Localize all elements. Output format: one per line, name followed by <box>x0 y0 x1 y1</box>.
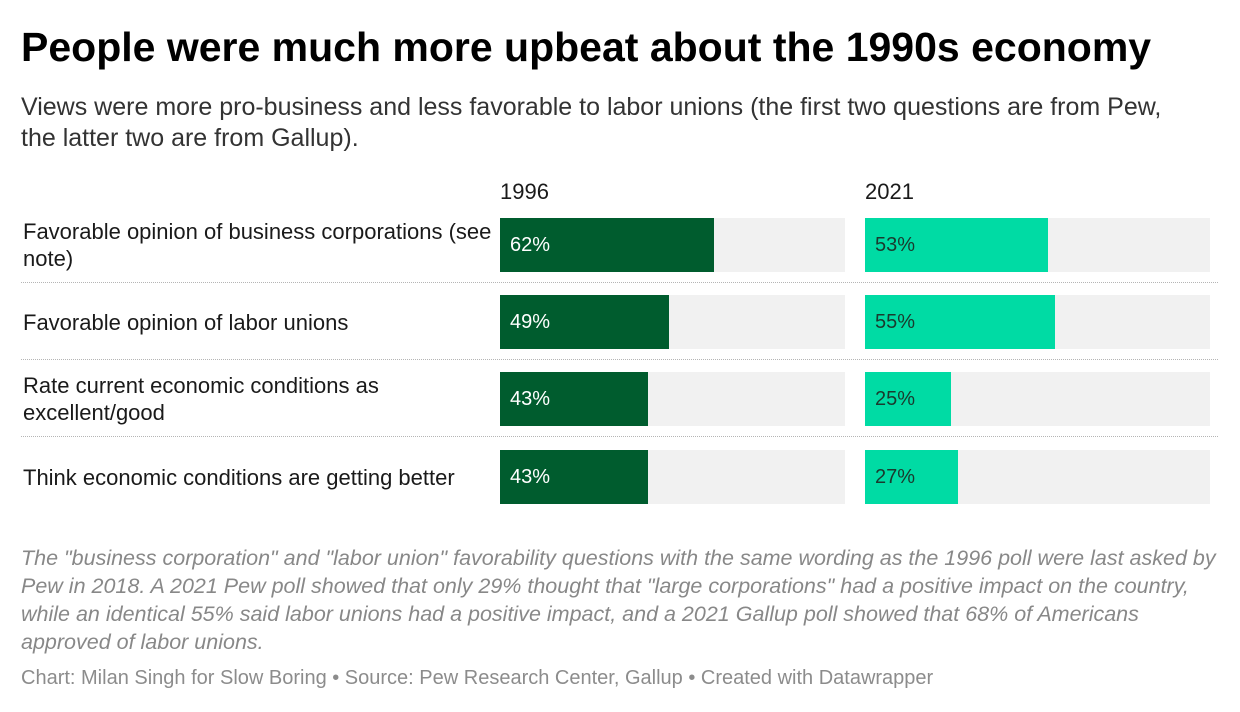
bar-value-label-1996: 43% <box>510 388 551 410</box>
bar-value-label-2021: 25% <box>875 388 916 410</box>
bar-value-label-2021: 55% <box>875 311 916 333</box>
column-header-2021: 2021 <box>865 179 914 204</box>
bar-track-2021: 27% <box>865 450 1210 504</box>
bar-track-2021: 55% <box>865 295 1210 349</box>
bar-track-2021: 25% <box>865 372 1210 426</box>
bar-value-label-1996: 43% <box>510 466 551 488</box>
row-divider <box>21 282 1218 283</box>
bar-track-1996: 62% <box>500 218 845 272</box>
category-label: Favorable opinion of labor unions <box>23 309 349 335</box>
bar-value-label-2021: 27% <box>875 466 916 488</box>
category-label: Think economic conditions are getting be… <box>23 464 455 490</box>
chart-row: Favorable opinion of business corporatio… <box>21 218 1218 272</box>
bar-1996 <box>500 295 670 349</box>
chart-row: Think economic conditions are getting be… <box>21 450 1218 504</box>
bar-1996 <box>500 372 649 426</box>
row-divider <box>21 436 1218 437</box>
bar-2021 <box>865 372 952 426</box>
row-divider <box>21 359 1218 360</box>
bar-2021 <box>865 218 1048 272</box>
bar-track-2021: 53% <box>865 218 1210 272</box>
bar-1996 <box>500 450 649 504</box>
chart-title: People were much more upbeat about the 1… <box>21 24 1152 70</box>
category-label: Favorable opinion of business corporatio… <box>23 219 492 271</box>
bar-2021 <box>865 295 1055 349</box>
category-label: Rate current economic conditions as exce… <box>23 373 379 425</box>
chart-row: Favorable opinion of labor unions 49% 55% <box>21 295 1218 349</box>
chart-row: Rate current economic conditions as exce… <box>21 372 1218 426</box>
column-header-1996: 1996 <box>500 179 549 204</box>
bar-value-label-2021: 53% <box>875 234 916 256</box>
bar-track-1996: 43% <box>500 372 845 426</box>
chart-footer: Chart: Milan Singh for Slow Boring • Sou… <box>21 667 934 689</box>
bar-track-1996: 43% <box>500 450 845 504</box>
bar-1996 <box>500 218 714 272</box>
chart-note: The "business corporation" and "labor un… <box>21 546 1216 654</box>
bar-track-1996: 49% <box>500 295 845 349</box>
bar-value-label-1996: 62% <box>510 234 551 256</box>
bar-value-label-1996: 49% <box>510 311 551 333</box>
chart-subtitle: Views were more pro-business and less fa… <box>21 93 1162 152</box>
bar-2021 <box>865 450 959 504</box>
